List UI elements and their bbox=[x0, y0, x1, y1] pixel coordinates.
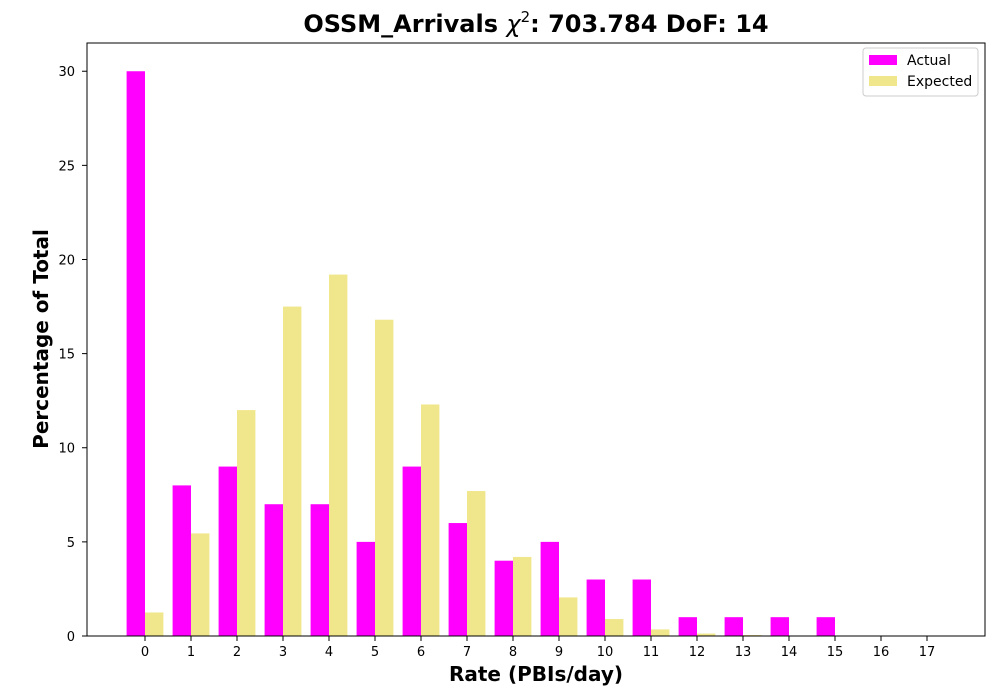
bar-expected-6 bbox=[421, 404, 440, 636]
bar-actual-11 bbox=[632, 579, 651, 636]
x-tick-label: 4 bbox=[325, 645, 333, 660]
x-tick-label: 12 bbox=[689, 645, 706, 660]
y-axis-label: Percentage of Total bbox=[29, 229, 53, 449]
bar-expected-0 bbox=[145, 612, 164, 636]
bar-actual-12 bbox=[678, 617, 697, 636]
bar-expected-5 bbox=[375, 319, 394, 636]
bar-expected-7 bbox=[467, 491, 486, 636]
chart-title: OSSM_Arrivals χ2: 703.784 DoF: 14 bbox=[303, 8, 768, 38]
y-tick-label: 0 bbox=[67, 630, 75, 645]
x-tick-label: 0 bbox=[141, 645, 149, 660]
plot-frame bbox=[86, 42, 986, 637]
x-tick-label: 8 bbox=[509, 645, 517, 660]
x-tick-label: 1 bbox=[187, 645, 195, 660]
bar-actual-15 bbox=[816, 617, 835, 636]
x-tick-label: 15 bbox=[827, 645, 844, 660]
bar-actual-6 bbox=[402, 466, 421, 636]
x-tick-label: 9 bbox=[555, 645, 563, 660]
y-tick-label: 25 bbox=[58, 159, 75, 174]
bar-actual-7 bbox=[448, 523, 467, 636]
y-tick-label: 15 bbox=[58, 348, 75, 363]
x-tick-label: 14 bbox=[781, 645, 798, 660]
bar-actual-4 bbox=[310, 504, 329, 636]
bar-actual-13 bbox=[724, 617, 743, 636]
y-tick-label: 10 bbox=[58, 442, 75, 457]
bar-expected-2 bbox=[237, 410, 256, 636]
bar-expected-4 bbox=[329, 274, 348, 636]
x-tick-label: 10 bbox=[597, 645, 614, 660]
x-tick-label: 6 bbox=[417, 645, 425, 660]
x-tick-label: 16 bbox=[873, 645, 890, 660]
bar-actual-5 bbox=[356, 541, 375, 636]
bar-actual-0 bbox=[126, 71, 145, 636]
bars-group bbox=[126, 71, 835, 636]
x-tick-label: 17 bbox=[919, 645, 936, 660]
bar-expected-3 bbox=[283, 306, 302, 636]
bar-actual-14 bbox=[770, 617, 789, 636]
bar-expected-8 bbox=[513, 556, 532, 636]
bar-actual-8 bbox=[494, 560, 513, 636]
y-axis-ticks: 0 5 10 15 20 25 30 bbox=[58, 65, 87, 645]
legend-swatch-expected bbox=[869, 76, 897, 86]
bar-expected-9 bbox=[559, 597, 578, 636]
legend: Actual Expected bbox=[862, 47, 979, 97]
bar-actual-3 bbox=[264, 504, 283, 636]
y-tick-label: 5 bbox=[67, 536, 75, 551]
x-tick-label: 11 bbox=[643, 645, 660, 660]
y-tick-label: 30 bbox=[58, 65, 75, 80]
bar-expected-11 bbox=[651, 629, 670, 636]
x-tick-label: 13 bbox=[735, 645, 752, 660]
x-tick-label: 5 bbox=[371, 645, 379, 660]
legend-swatch-actual bbox=[869, 55, 897, 65]
x-tick-label: 3 bbox=[279, 645, 287, 660]
bar-expected-1 bbox=[191, 533, 210, 636]
bar-expected-12 bbox=[697, 633, 716, 636]
bar-actual-2 bbox=[218, 466, 237, 636]
x-axis-label: Rate (PBIs/day) bbox=[449, 662, 623, 686]
bar-expected-10 bbox=[605, 619, 624, 636]
x-tick-label: 7 bbox=[463, 645, 471, 660]
bar-actual-9 bbox=[540, 541, 559, 636]
bar-actual-10 bbox=[586, 579, 605, 636]
legend-label-expected: Expected bbox=[907, 74, 972, 90]
x-tick-label: 2 bbox=[233, 645, 241, 660]
legend-label-actual: Actual bbox=[907, 53, 951, 69]
bar-actual-1 bbox=[172, 485, 191, 636]
y-tick-label: 20 bbox=[58, 253, 75, 268]
x-axis-ticks: 0 1 2 3 4 5 6 7 8 9 10 11 12 13 14 15 16 17 bbox=[141, 636, 935, 660]
